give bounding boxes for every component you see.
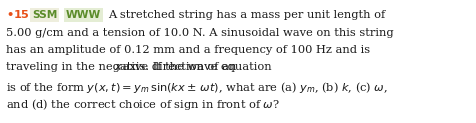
Text: 15: 15: [14, 10, 30, 20]
Text: 5.00 g/cm and a tension of 10.0 N. A sinusoidal wave on this string: 5.00 g/cm and a tension of 10.0 N. A sin…: [6, 28, 393, 38]
Text: $x$: $x$: [114, 62, 123, 72]
Text: SSM: SSM: [32, 10, 57, 20]
Text: WWW: WWW: [66, 10, 101, 20]
Text: has an amplitude of 0.12 mm and a frequency of 100 Hz and is: has an amplitude of 0.12 mm and a freque…: [6, 45, 369, 55]
Text: A stretched string has a mass per unit length of: A stretched string has a mass per unit l…: [108, 10, 385, 20]
Text: traveling in the negative direction of an: traveling in the negative direction of a…: [6, 62, 239, 72]
Text: and (d) the correct choice of sign in front of $\omega$?: and (d) the correct choice of sign in fr…: [6, 98, 279, 113]
Text: •: •: [6, 10, 13, 20]
Text: axis. If the wave equation: axis. If the wave equation: [119, 62, 271, 72]
Text: is of the form $y(x, t) = y_m\,{\rm sin}(kx \pm \,\omega t)$, what are (a) $y_m$: is of the form $y(x, t) = y_m\,{\rm sin}…: [6, 80, 387, 95]
